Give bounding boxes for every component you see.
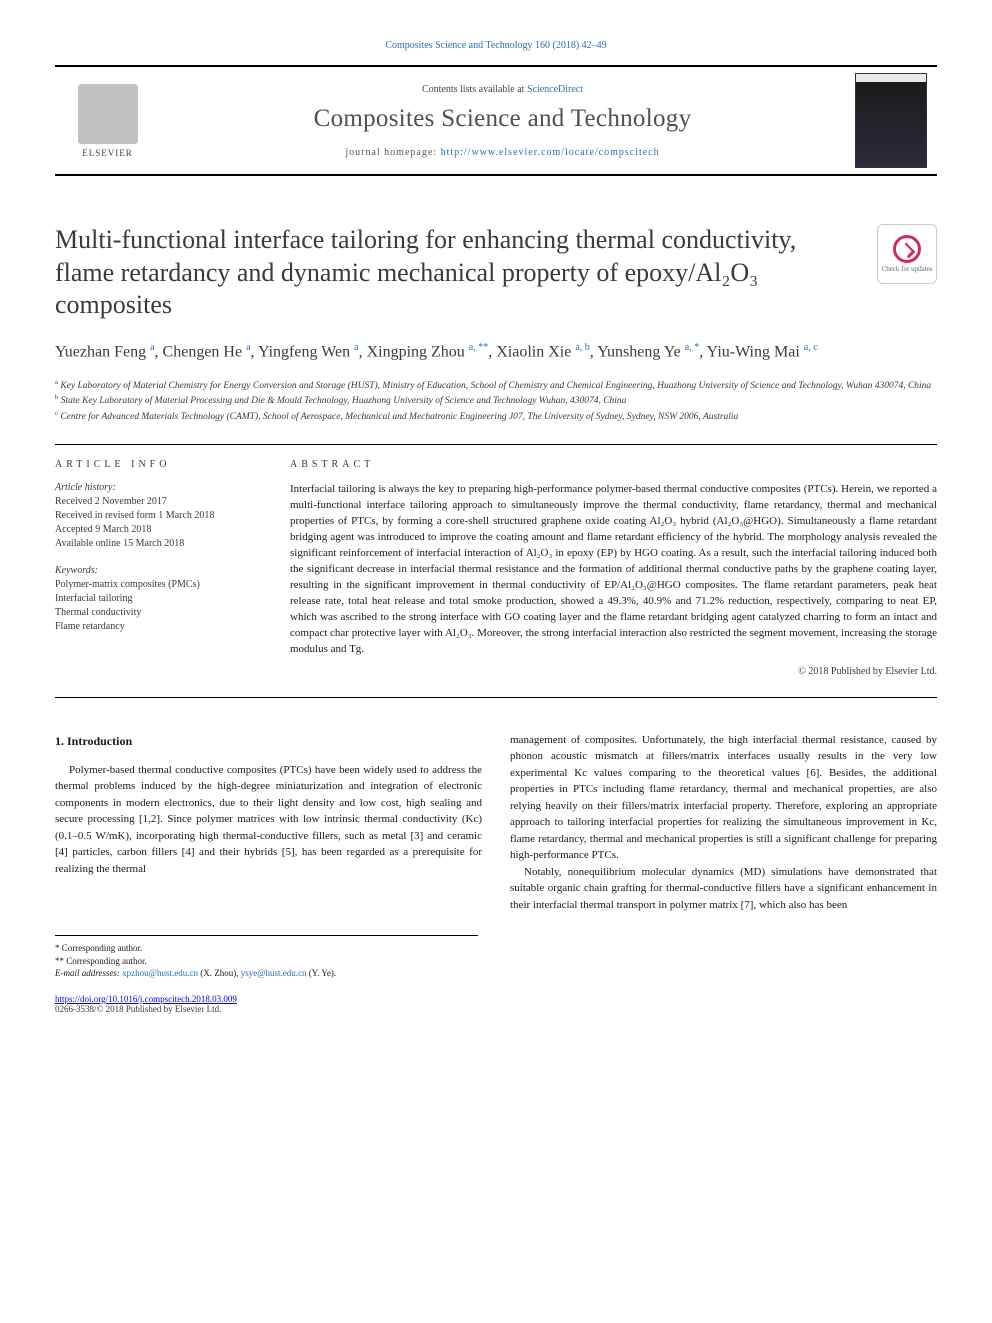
affiliation-c: c Centre for Advanced Materials Technolo… — [55, 409, 937, 424]
keyword-0: Polymer-matrix composites (PMCs) — [55, 578, 250, 592]
divider — [55, 697, 937, 698]
affiliation-a: a Key Laboratory of Material Chemistry f… — [55, 378, 937, 393]
history-accepted: Accepted 9 March 2018 — [55, 523, 250, 537]
author-list: Yuezhan Feng a, Chengen He a, Yingfeng W… — [55, 340, 937, 364]
homepage-label: journal homepage: — [345, 147, 440, 158]
citation-header: Composites Science and Technology 160 (2… — [55, 40, 937, 51]
body-column-left: 1. Introduction Polymer-based thermal co… — [55, 732, 482, 914]
history-received: Received 2 November 2017 — [55, 495, 250, 509]
section-heading-1: 1. Introduction — [55, 732, 482, 750]
article-info-label: ARTICLE INFO — [55, 459, 250, 470]
footnotes: * Corresponding author. ** Corresponding… — [55, 935, 478, 980]
publisher-logo: ELSEVIER — [65, 73, 150, 168]
crossmark-icon — [893, 235, 921, 263]
footnote-double-star: ** Corresponding author. — [55, 955, 478, 968]
doi-link[interactable]: https://doi.org/10.1016/j.compscitech.20… — [55, 994, 237, 1004]
issn-line: 0266-3538/© 2018 Published by Elsevier L… — [55, 1004, 937, 1014]
sciencedirect-link[interactable]: ScienceDirect — [527, 84, 583, 95]
keyword-3: Flame retardancy — [55, 620, 250, 634]
divider — [55, 444, 937, 445]
publisher-name: ELSEVIER — [82, 148, 133, 158]
email-who-2: (Y. Ye). — [306, 968, 336, 978]
abstract-text: Interfacial tailoring is always the key … — [290, 482, 937, 657]
history-revised: Received in revised form 1 March 2018 — [55, 509, 250, 523]
email-link-1[interactable]: xpzhou@hust.edu.cn — [122, 968, 198, 978]
contents-list-line: Contents lists available at ScienceDirec… — [168, 84, 837, 95]
journal-cover-thumbnail — [855, 73, 927, 168]
homepage-link[interactable]: http://www.elsevier.com/locate/compscite… — [441, 147, 660, 158]
elsevier-tree-icon — [78, 84, 138, 144]
email-who-1: (X. Zhou), — [198, 968, 241, 978]
copyright-line: © 2018 Published by Elsevier Ltd. — [290, 666, 937, 677]
footnote-emails: E-mail addresses: xpzhou@hust.edu.cn (X.… — [55, 967, 478, 980]
contents-prefix: Contents lists available at — [422, 84, 527, 95]
keyword-1: Interfacial tailoring — [55, 592, 250, 606]
keyword-2: Thermal conductivity — [55, 606, 250, 620]
history-label: Article history: — [55, 482, 250, 493]
body-column-right: management of composites. Unfortunately,… — [510, 732, 937, 914]
body-para-1: Polymer-based thermal conductive composi… — [55, 762, 482, 878]
email-link-2[interactable]: ysye@hust.edu.cn — [241, 968, 307, 978]
journal-homepage-line: journal homepage: http://www.elsevier.co… — [168, 147, 837, 158]
affiliations: a Key Laboratory of Material Chemistry f… — [55, 378, 937, 424]
affiliation-b: b State Key Laboratory of Material Proce… — [55, 393, 937, 408]
check-updates-badge[interactable]: Check for updates — [877, 224, 937, 284]
footnote-star: * Corresponding author. — [55, 942, 478, 955]
journal-title: Composites Science and Technology — [168, 105, 837, 133]
check-updates-label: Check for updates — [882, 265, 933, 273]
journal-header: ELSEVIER Contents lists available at Sci… — [55, 65, 937, 176]
body-para-2: management of composites. Unfortunately,… — [510, 732, 937, 864]
keywords-label: Keywords: — [55, 565, 250, 576]
history-online: Available online 15 March 2018 — [55, 537, 250, 551]
body-para-3: Notably, nonequilibrium molecular dynami… — [510, 864, 937, 914]
article-title: Multi-functional interface tailoring for… — [55, 224, 857, 322]
emails-label: E-mail addresses: — [55, 968, 122, 978]
abstract-label: ABSTRACT — [290, 459, 937, 470]
